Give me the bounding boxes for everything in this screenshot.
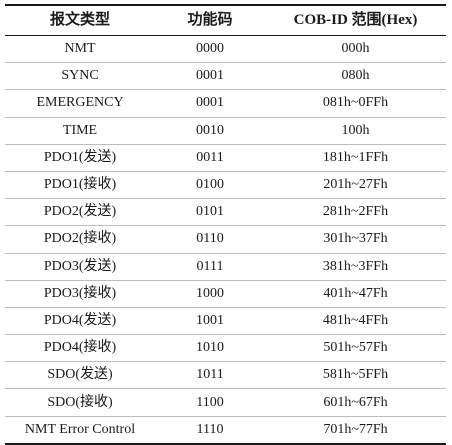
table-row: PDO2(接收) 0110 301h~37Fh [5, 225, 446, 254]
table-row: PDO1(发送) 0011 181h~1FFh [5, 144, 446, 172]
cell-function-code: 1001 [155, 307, 265, 336]
cell-cob-id-range: 601h~67Fh [265, 388, 446, 417]
table-row: PDO3(接收) 1000 401h~47Fh [5, 280, 446, 308]
table-row: SDO(接收) 1100 601h~67Fh [5, 388, 446, 417]
cell-function-code: 1110 [155, 416, 265, 445]
cell-message-type: PDO2(接收) [5, 225, 155, 254]
header-message-type: 报文类型 [5, 4, 155, 36]
table-row: PDO4(接收) 1010 501h~57Fh [5, 334, 446, 363]
cell-cob-id-range: 100h [265, 117, 446, 145]
cell-message-type: NMT Error Control [5, 416, 155, 445]
header-function-code: 功能码 [155, 4, 265, 36]
cell-function-code: 1011 [155, 361, 265, 390]
cell-function-code: 0001 [155, 89, 265, 118]
table-row: PDO4(发送) 1001 481h~4FFh [5, 307, 446, 336]
cell-message-type: TIME [5, 117, 155, 145]
cell-function-code: 0001 [155, 62, 265, 91]
cell-message-type: PDO4(接收) [5, 334, 155, 363]
cell-cob-id-range: 181h~1FFh [265, 144, 446, 172]
cell-message-type: SDO(发送) [5, 361, 155, 390]
cell-message-type: SYNC [5, 62, 155, 91]
cell-cob-id-range: 080h [265, 62, 446, 91]
cell-message-type: PDO4(发送) [5, 307, 155, 336]
cell-message-type: PDO3(接收) [5, 280, 155, 308]
cell-message-type: PDO1(发送) [5, 144, 155, 172]
cell-function-code: 0010 [155, 117, 265, 145]
cell-function-code: 0100 [155, 171, 265, 200]
cell-cob-id-range: 381h~3FFh [265, 253, 446, 281]
cell-function-code: 0101 [155, 198, 265, 227]
header-row: 报文类型 功能码 COB-ID 范围(Hex) [5, 4, 446, 36]
table-body: NMT 0000 000h SYNC 0001 080h EMERGENCY 0… [5, 35, 446, 445]
table-row: SYNC 0001 080h [5, 62, 446, 91]
cell-cob-id-range: 401h~47Fh [265, 280, 446, 308]
cell-cob-id-range: 701h~77Fh [265, 416, 446, 445]
table-row: NMT Error Control 1110 701h~77Fh [5, 416, 446, 445]
cell-function-code: 1000 [155, 280, 265, 308]
cell-cob-id-range: 581h~5FFh [265, 361, 446, 390]
cell-function-code: 0000 [155, 35, 265, 64]
cell-function-code: 1010 [155, 334, 265, 363]
table-row: TIME 0010 100h [5, 117, 446, 145]
cob-id-table: 报文类型 功能码 COB-ID 范围(Hex) NMT 0000 000h SY… [5, 4, 446, 445]
cell-message-type: PDO2(发送) [5, 198, 155, 227]
cell-message-type: PDO3(发送) [5, 253, 155, 281]
table-row: SDO(发送) 1011 581h~5FFh [5, 361, 446, 390]
cell-cob-id-range: 501h~57Fh [265, 334, 446, 363]
table-row: PDO3(发送) 0111 381h~3FFh [5, 253, 446, 281]
cell-cob-id-range: 081h~0FFh [265, 89, 446, 118]
cell-cob-id-range: 201h~27Fh [265, 171, 446, 200]
cell-message-type: PDO1(接收) [5, 171, 155, 200]
cell-message-type: NMT [5, 35, 155, 64]
cell-function-code: 0110 [155, 225, 265, 254]
table-row: EMERGENCY 0001 081h~0FFh [5, 89, 446, 118]
header-cob-id-range: COB-ID 范围(Hex) [265, 4, 446, 36]
cob-id-table-container: 报文类型 功能码 COB-ID 范围(Hex) NMT 0000 000h SY… [5, 4, 446, 445]
cell-message-type: EMERGENCY [5, 89, 155, 118]
cell-cob-id-range: 301h~37Fh [265, 225, 446, 254]
cell-cob-id-range: 481h~4FFh [265, 307, 446, 336]
table-header: 报文类型 功能码 COB-ID 范围(Hex) [5, 4, 446, 36]
cell-message-type: SDO(接收) [5, 388, 155, 417]
cell-function-code: 0011 [155, 144, 265, 172]
table-row: NMT 0000 000h [5, 35, 446, 64]
cell-function-code: 0111 [155, 253, 265, 281]
cell-cob-id-range: 281h~2FFh [265, 198, 446, 227]
table-row: PDO2(发送) 0101 281h~2FFh [5, 198, 446, 227]
cell-cob-id-range: 000h [265, 35, 446, 64]
table-row: PDO1(接收) 0100 201h~27Fh [5, 171, 446, 200]
cell-function-code: 1100 [155, 388, 265, 417]
